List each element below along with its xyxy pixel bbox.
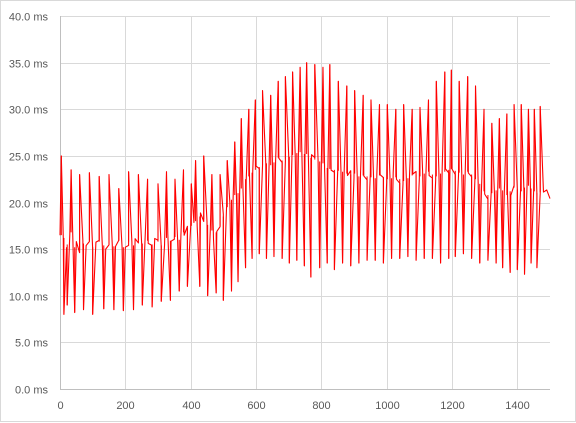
- x-tick-label: 400: [182, 400, 200, 412]
- y-tick-label: 30.0 ms: [9, 105, 49, 117]
- x-tick-label: 800: [312, 400, 330, 412]
- y-axis-tick-labels: 0.0 ms 5.0 ms 10.0 ms 15.0 ms 20.0 ms 25.0 ms…: [9, 12, 49, 397]
- x-tick-label: 600: [247, 400, 265, 412]
- y-tick-label: 0.0 ms: [15, 385, 49, 397]
- series-line: [59, 62, 551, 315]
- series-area: [59, 62, 551, 315]
- y-tick-label: 10.0 ms: [9, 292, 49, 304]
- y-tick-label: 20.0 ms: [9, 199, 49, 211]
- x-tick-label: 1400: [505, 400, 529, 412]
- y-tick-label: 25.0 ms: [9, 152, 49, 164]
- x-tick-label: 1000: [375, 400, 399, 412]
- x-tick-label: 1200: [440, 400, 464, 412]
- y-tick-label: 5.0 ms: [15, 338, 49, 350]
- x-tick-label: 200: [116, 400, 134, 412]
- y-tick-label: 35.0 ms: [9, 59, 49, 71]
- x-axis-tick-labels: 0 200 400 600 800 1000 1200 1400: [57, 400, 529, 412]
- x-tick-label: 0: [57, 400, 63, 412]
- y-tick-label: 40.0 ms: [9, 12, 49, 24]
- y-tick-label: 15.0 ms: [9, 245, 49, 257]
